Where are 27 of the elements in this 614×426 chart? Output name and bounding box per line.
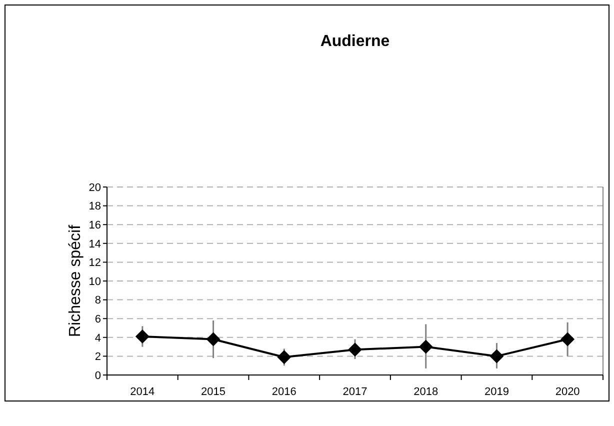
x-tick-label: 2014: [130, 386, 155, 398]
y-tick-label: 20: [88, 182, 101, 194]
point: [418, 340, 433, 354]
y-tick-label: 14: [88, 238, 101, 250]
point: [560, 332, 575, 346]
point: [490, 349, 504, 364]
x-tick-label: 2019: [484, 386, 509, 398]
x-tick-label: 2016: [272, 386, 296, 398]
point: [277, 350, 292, 364]
y-tick-label: 18: [88, 200, 101, 213]
x-tick-label: 2015: [201, 386, 226, 398]
y-tick-label: 16: [88, 219, 101, 232]
x-tick-label: 2018: [414, 386, 438, 398]
y-tick-label: 10: [88, 276, 101, 288]
x-tick-label: 2020: [555, 386, 580, 398]
y-tick-label: 6: [94, 313, 101, 326]
y-tick-label: 8: [94, 294, 101, 307]
x-tick-label: 2017: [342, 386, 368, 398]
y-axis-title: Richesse spécif: [67, 224, 84, 338]
chart-title: Audierne: [320, 33, 390, 50]
y-tick-label: 4: [94, 332, 101, 344]
point: [135, 329, 150, 344]
y-tick-label: 12: [88, 257, 101, 270]
point: [206, 332, 220, 346]
y-tick-label: 2: [94, 351, 101, 364]
y-tick-label: 0: [94, 370, 101, 382]
point: [348, 342, 362, 357]
